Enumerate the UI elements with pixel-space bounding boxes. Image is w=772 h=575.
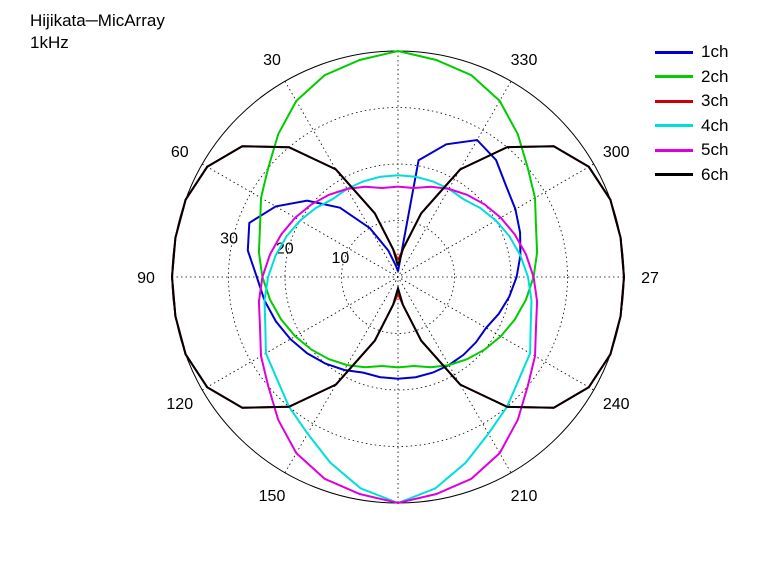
chart-subtitle: 1kHz	[30, 33, 69, 52]
grid-circle-30	[228, 107, 568, 447]
series-line-1ch	[246, 138, 522, 380]
legend-swatch	[655, 75, 693, 79]
legend-swatch	[655, 124, 693, 128]
legend-item: 2ch	[655, 65, 728, 90]
legend-swatch	[655, 50, 693, 54]
angle-tick-label-30: 30	[263, 52, 281, 69]
angle-tick-label-330: 330	[511, 52, 538, 69]
legend-label: 2ch	[701, 66, 729, 86]
legend-item: 3ch	[655, 89, 728, 114]
series-line-6ch	[170, 145, 626, 409]
grid-circle-10	[341, 220, 455, 334]
legend-label: 1ch	[701, 42, 729, 62]
angle-tick-label-150: 150	[259, 488, 286, 505]
legend-swatch	[655, 148, 693, 152]
angle-tick-label-240: 240	[603, 396, 630, 413]
legend-item: 1ch	[655, 40, 728, 65]
legend: 1ch 2ch 3ch 4ch 5ch 6ch	[655, 40, 728, 187]
angle-tick-label-300: 300	[603, 144, 630, 161]
angle-tick-label-210: 210	[511, 488, 538, 505]
legend-item: 4ch	[655, 114, 728, 139]
series-line-5ch	[257, 185, 539, 505]
legend-item: 5ch	[655, 138, 728, 163]
legend-label: 4ch	[701, 115, 729, 135]
legend-label: 5ch	[701, 140, 729, 160]
chart-title: Hijikata─MicArray	[30, 11, 165, 30]
legend-item: 6ch	[655, 163, 728, 188]
angle-tick-label-120: 120	[166, 396, 193, 413]
series-line-2ch	[257, 50, 539, 369]
radial-tick-label-10: 10	[331, 250, 349, 267]
angle-tick-label-60: 60	[171, 144, 189, 161]
legend-label: 3ch	[701, 91, 729, 111]
radial-tick-label-30: 30	[220, 231, 238, 248]
angle-tick-label-270: 27	[641, 270, 659, 287]
angle-tick-label-90: 90	[137, 270, 155, 287]
spoke-150	[284, 81, 512, 473]
legend-swatch	[655, 99, 693, 103]
title-block: Hijikata─MicArray 1kHz	[30, 10, 165, 54]
radial-tick-label-20: 20	[276, 240, 294, 257]
legend-label: 6ch	[701, 164, 729, 184]
legend-swatch	[655, 173, 693, 177]
